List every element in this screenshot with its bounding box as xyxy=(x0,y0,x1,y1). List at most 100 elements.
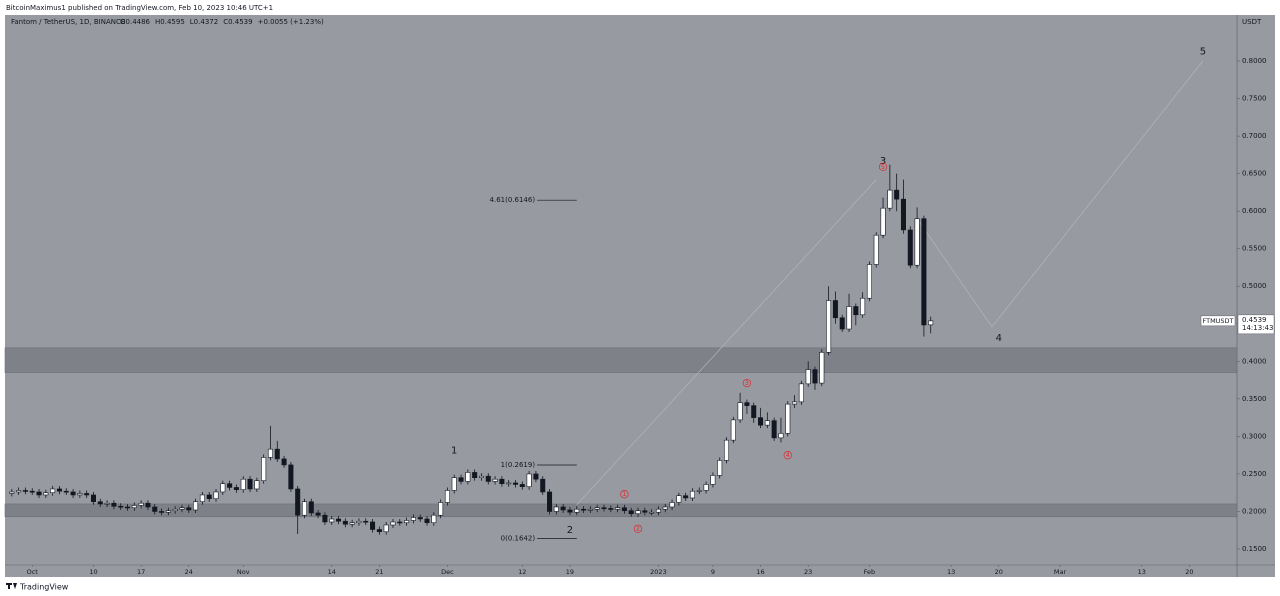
wave-label: 4 xyxy=(996,333,1002,344)
x-tick-label: Nov xyxy=(237,568,250,576)
y-tick-label: 0.7500 xyxy=(1242,95,1267,103)
y-tick-label: 0.4000 xyxy=(1242,357,1267,365)
candle-body xyxy=(832,300,838,319)
candle-body xyxy=(138,502,144,506)
legend-value: H0.4595 xyxy=(155,18,185,26)
candle-body xyxy=(900,198,906,231)
tv-logo xyxy=(6,583,17,589)
candle-body xyxy=(417,517,423,520)
candle-body xyxy=(880,207,886,236)
candle-body xyxy=(689,490,695,499)
brand: TradingView xyxy=(19,583,69,592)
candle-body xyxy=(43,492,49,496)
y-tick-label: 0.3000 xyxy=(1242,432,1267,440)
candle-body xyxy=(301,501,308,516)
candle-body xyxy=(744,402,750,406)
symbol-badge-text: FTMUSDT xyxy=(1202,317,1233,325)
candle-body xyxy=(22,490,28,492)
y-tick-label: 0.8000 xyxy=(1242,57,1267,65)
candle-body xyxy=(737,402,743,421)
legend-value: O0.4486 xyxy=(120,18,151,26)
candle-body xyxy=(363,520,369,523)
candle-body xyxy=(608,508,614,510)
y-tick-label: 0.1500 xyxy=(1242,545,1267,553)
x-tick-label: 21 xyxy=(375,568,383,576)
candle-body xyxy=(717,460,723,476)
x-tick-label: Oct xyxy=(27,568,39,576)
candle-body xyxy=(764,420,770,426)
candle-body xyxy=(758,417,764,426)
candle-body xyxy=(274,448,280,460)
candle-body xyxy=(424,518,430,524)
candle-body xyxy=(288,464,294,490)
candle-body xyxy=(77,493,83,496)
candle-body xyxy=(860,297,866,316)
x-tick-label: 10 xyxy=(89,568,97,576)
candle-body xyxy=(16,490,22,493)
candle-body xyxy=(247,478,253,490)
candle-body xyxy=(751,405,757,418)
y-tick-label: 0.2000 xyxy=(1242,507,1267,515)
candle-body xyxy=(669,502,675,508)
candle-body xyxy=(560,506,566,511)
candle-body xyxy=(308,501,314,514)
candle-body xyxy=(655,508,661,513)
candle-body xyxy=(451,477,457,491)
candle-body xyxy=(165,510,171,513)
last-price-box xyxy=(1237,314,1275,335)
candle-body xyxy=(159,511,165,513)
y-tick-label: 0.6000 xyxy=(1242,207,1267,215)
candle-body xyxy=(921,218,927,326)
candle-body xyxy=(63,490,69,493)
y-tick-label: 0.5500 xyxy=(1242,245,1267,253)
candle-body xyxy=(329,518,335,523)
candle-body xyxy=(111,502,117,507)
candle-body xyxy=(281,458,287,466)
candle-body xyxy=(9,491,15,494)
legend-value: L0.4372 xyxy=(190,18,218,26)
wave-label: 1 xyxy=(451,446,457,457)
sub-wave-circle xyxy=(620,490,629,499)
candle-body xyxy=(601,507,607,510)
candle-body xyxy=(465,472,471,482)
y-tick-label: 0.6500 xyxy=(1242,170,1267,178)
candle-body xyxy=(131,505,137,509)
candle-body xyxy=(683,495,689,499)
candle-body xyxy=(315,512,321,516)
candle-body xyxy=(404,520,410,524)
candle-body xyxy=(771,420,777,439)
x-tick-label: 23 xyxy=(804,568,812,576)
candle-body xyxy=(662,506,668,510)
candle-body xyxy=(914,218,920,266)
candle-body xyxy=(254,480,260,490)
y-tick-label: 0.7000 xyxy=(1242,132,1267,140)
candle-body xyxy=(349,522,355,525)
candle-body xyxy=(826,300,832,353)
wave-label: 2 xyxy=(567,525,573,536)
wave-projection xyxy=(916,60,1204,328)
candle-body xyxy=(125,506,131,509)
candle-body xyxy=(846,306,852,330)
candle-body xyxy=(492,478,498,482)
candle-body xyxy=(778,433,784,439)
candle-body xyxy=(233,487,239,490)
candle-body xyxy=(696,490,702,492)
sub-wave-label: 3 xyxy=(745,380,749,387)
candle-body xyxy=(676,495,682,503)
candle-body xyxy=(839,317,845,330)
x-tick-label: 14 xyxy=(328,568,336,576)
candle-body xyxy=(145,502,151,508)
candle-body xyxy=(438,502,444,516)
legend-value: +0.0055 (+1.23%) xyxy=(258,18,324,26)
candle-body xyxy=(853,306,859,316)
x-tick-label: 20 xyxy=(995,568,1003,576)
fib-label: 1(0.2619) xyxy=(501,461,536,469)
x-tick-label: Feb xyxy=(864,568,876,576)
y-tick-label: 0.2500 xyxy=(1242,470,1267,478)
x-tick-label: 2023 xyxy=(650,568,667,576)
sub-wave-label: 4 xyxy=(786,452,790,459)
candle-body xyxy=(894,189,900,200)
time-axis xyxy=(5,565,1275,577)
